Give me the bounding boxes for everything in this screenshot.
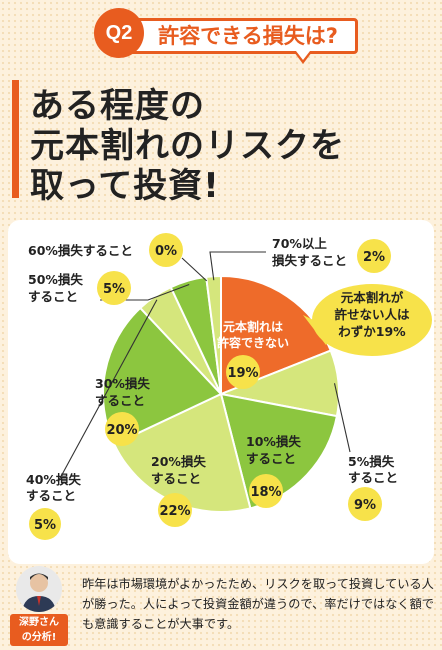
page-title-line-3: 取って投資! [30, 166, 220, 206]
value-circle-60pct [149, 233, 183, 267]
analyst-comment-text: 昨年は市場環境がよかったため、リスクを取って投資している人が勝った。人によって投… [82, 577, 434, 631]
callout-line-3: わずか19% [338, 324, 406, 339]
label-60pct: 60%損失すること [28, 243, 133, 258]
label-20pct-line-1: 20%損失 [151, 454, 206, 469]
callout-line-1: 元本割れが [341, 290, 404, 305]
value-label-70pct: 2% [363, 250, 385, 265]
leader-line-1 [333, 383, 351, 453]
label-30pct-line-1: 30%損失 [95, 376, 150, 391]
label-50pct-line-1: 50%損失 [28, 272, 83, 287]
label-40pct-line-2: すること [26, 488, 76, 503]
pie-chart: 元本割れが 許せない人は わずか19% 元本割れは 許容できない 19% 5%損… [26, 233, 432, 540]
value-label-not-allowed: 19% [227, 366, 258, 381]
question-tail-inner [296, 51, 310, 60]
label-70pct-line-2: 損失すること [272, 253, 347, 268]
label-5pct-line-1: 5%損失 [348, 454, 395, 469]
value-label-10pct: 18% [250, 485, 281, 500]
label-10pct-line-2: すること [246, 451, 296, 466]
value-circle-50pct [97, 271, 131, 305]
label-20pct-line-2: すること [151, 471, 201, 486]
page-title-line-1: ある程度の [30, 86, 205, 126]
callout-ellipse [312, 284, 432, 356]
value-circle-5pct [348, 487, 382, 521]
value-label-5pct: 9% [354, 498, 376, 513]
value-circle-70pct [357, 239, 391, 273]
question-number-badge: Q2 [94, 8, 144, 58]
label-5pct-line-2: すること [348, 470, 398, 485]
leader-line-8 [209, 251, 266, 281]
value-circle-20pct [158, 493, 192, 527]
analyst-badge: 深野さん の分析! [10, 614, 68, 646]
label-70pct-line-1: 70%以上 [272, 236, 327, 251]
page-title-line-2: 元本割れのリスクを [30, 126, 345, 166]
value-circle-10pct [249, 474, 283, 508]
value-label-20pct: 22% [159, 504, 190, 519]
callout-bubble: 元本割れが 許せない人は わずか19% [303, 284, 432, 356]
analyst-comment: 深野さん の分析! 昨年は市場環境がよかったため、リスクを取って投資している人が… [0, 566, 442, 650]
analyst-avatar [16, 566, 62, 612]
title-accent-bar [12, 80, 19, 198]
label-50pct-line-2: すること [28, 289, 78, 304]
callout-line-2: 許せない人は [334, 307, 410, 322]
label-30pct-line-2: すること [95, 393, 145, 408]
analyst-badge-line-2: の分析! [21, 632, 57, 643]
value-label-40pct: 5% [34, 518, 56, 533]
leader-line-5 [57, 299, 158, 483]
value-label-50pct: 5% [103, 282, 125, 297]
label-40pct-line-1: 40%損失 [26, 472, 81, 487]
value-circle-not-allowed [226, 355, 260, 389]
value-label-60pct: 0% [155, 244, 177, 259]
person-icon [22, 573, 56, 612]
question-text: 許容できる損失は? [158, 24, 338, 48]
analyst-badge-line-1: 深野さん [19, 617, 59, 628]
question-header: Q2 許容できる損失は? [94, 8, 364, 70]
slice-label-not-allowed-line-2: 許容できない [217, 335, 289, 350]
label-10pct-line-1: 10%損失 [246, 434, 301, 449]
value-circle-30pct [105, 412, 139, 446]
value-circle-40pct [29, 508, 61, 540]
question-box [128, 18, 358, 54]
leader-line-7 [181, 257, 208, 282]
slice-label-not-allowed-line-1: 元本割れは [223, 319, 283, 334]
chart-panel: 元本割れが 許せない人は わずか19% 元本割れは 許容できない 19% 5%損… [8, 220, 434, 564]
value-label-30pct: 20% [106, 423, 137, 438]
